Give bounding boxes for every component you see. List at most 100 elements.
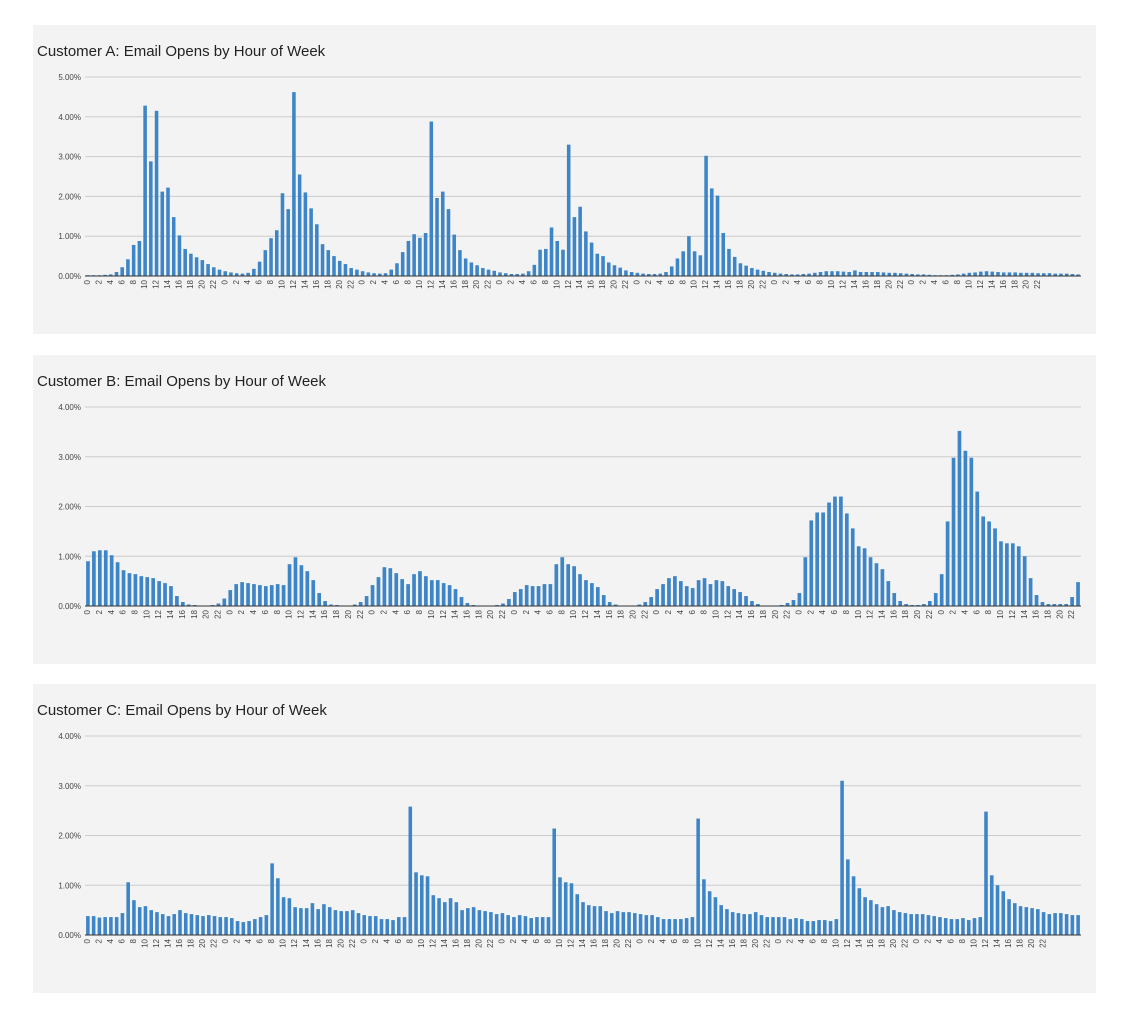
bar bbox=[1001, 891, 1006, 935]
bar bbox=[109, 555, 114, 606]
bar bbox=[339, 911, 343, 935]
bar bbox=[126, 882, 130, 935]
x-tick-label: 10 bbox=[552, 279, 561, 288]
bar bbox=[287, 564, 292, 606]
bar bbox=[858, 272, 863, 276]
bar bbox=[714, 580, 719, 606]
bar bbox=[813, 272, 817, 276]
x-tick-label: 6 bbox=[261, 609, 270, 614]
y-tick-label: 3.00% bbox=[58, 782, 81, 791]
bar bbox=[92, 551, 96, 606]
x-tick-label: 20 bbox=[1027, 938, 1036, 947]
bar bbox=[155, 912, 159, 935]
x-tick-label: 8 bbox=[267, 938, 276, 943]
x-tick-label: 18 bbox=[873, 279, 882, 288]
bar bbox=[316, 909, 320, 935]
bar bbox=[149, 910, 153, 935]
bar bbox=[1007, 272, 1012, 276]
bar bbox=[939, 574, 944, 606]
x-tick-label: 16 bbox=[861, 279, 870, 288]
x-tick-label: 2 bbox=[806, 609, 815, 614]
x-tick-label: 20 bbox=[336, 938, 345, 947]
bar bbox=[435, 580, 440, 606]
bar bbox=[194, 257, 199, 276]
x-tick-label: 14 bbox=[993, 938, 1002, 947]
bar bbox=[805, 921, 810, 935]
x-tick-label: 0 bbox=[498, 938, 507, 943]
bar bbox=[400, 579, 405, 606]
bar bbox=[418, 237, 422, 276]
y-tick-label: 0.00% bbox=[58, 272, 81, 281]
bar bbox=[698, 255, 703, 276]
chart-panel-customer-a: Customer A: Email Opens by Hour of Week … bbox=[33, 25, 1096, 334]
x-tick-label: 18 bbox=[1016, 938, 1025, 947]
x-tick-label: 2 bbox=[781, 279, 790, 284]
bar bbox=[311, 580, 316, 606]
x-tick-label: 12 bbox=[439, 609, 448, 618]
x-tick-label: 12 bbox=[297, 609, 306, 618]
bar bbox=[589, 242, 594, 276]
x-tick-label: 22 bbox=[758, 279, 767, 288]
bar bbox=[581, 902, 585, 935]
x-tick-label: 2 bbox=[94, 279, 103, 284]
bar bbox=[811, 921, 816, 935]
bar bbox=[707, 891, 712, 935]
x-tick-label: 12 bbox=[981, 938, 990, 947]
x-tick-label: 4 bbox=[935, 938, 944, 943]
x-tick-label: 18 bbox=[739, 938, 748, 947]
bar bbox=[114, 272, 119, 276]
x-tick-label: 16 bbox=[175, 279, 184, 288]
bar bbox=[212, 267, 216, 276]
x-tick-label: 18 bbox=[1010, 279, 1019, 288]
x-tick-label: 4 bbox=[391, 609, 400, 614]
x-tick-label: 10 bbox=[964, 279, 973, 288]
chart-title: Customer C: Email Opens by Hour of Week bbox=[37, 702, 327, 719]
x-tick-label: 20 bbox=[335, 279, 344, 288]
bar bbox=[1013, 903, 1017, 935]
bar bbox=[784, 274, 788, 276]
bar bbox=[995, 885, 1000, 935]
bar bbox=[97, 917, 102, 935]
x-tick-label: 12 bbox=[564, 279, 573, 288]
bar bbox=[1030, 908, 1034, 935]
x-tick-label: 14 bbox=[166, 609, 175, 618]
bar bbox=[466, 908, 470, 935]
bar bbox=[270, 863, 274, 935]
bar bbox=[975, 491, 980, 606]
bar bbox=[823, 920, 827, 935]
x-tick-label: 22 bbox=[484, 279, 493, 288]
bar bbox=[595, 587, 600, 606]
x-tick-label: 8 bbox=[816, 279, 825, 284]
x-tick-label: 2 bbox=[232, 279, 241, 284]
x-tick-label: 14 bbox=[593, 609, 602, 618]
x-tick-label: 22 bbox=[783, 609, 792, 618]
bar bbox=[909, 914, 913, 935]
x-tick-label: 14 bbox=[575, 279, 584, 288]
y-tick-label: 2.00% bbox=[58, 503, 81, 512]
bar bbox=[1030, 272, 1035, 276]
x-tick-label: 16 bbox=[320, 609, 329, 618]
x-tick-label: 20 bbox=[474, 938, 483, 947]
bar bbox=[526, 271, 531, 276]
bar bbox=[713, 897, 718, 935]
bar bbox=[465, 603, 470, 606]
bar bbox=[326, 250, 331, 276]
bar bbox=[961, 273, 966, 276]
bar bbox=[503, 273, 508, 276]
bar bbox=[641, 273, 645, 276]
x-tick-label: 0 bbox=[907, 279, 916, 284]
bar bbox=[595, 253, 600, 276]
x-tick-label: 0 bbox=[495, 279, 504, 284]
bar bbox=[904, 604, 908, 606]
bar bbox=[535, 917, 539, 935]
bar bbox=[406, 240, 411, 276]
x-tick-label: 2 bbox=[522, 609, 531, 614]
x-tick-label: 8 bbox=[953, 279, 962, 284]
bar bbox=[521, 273, 525, 276]
bar bbox=[292, 92, 296, 277]
bar bbox=[143, 105, 147, 276]
bar bbox=[656, 917, 660, 935]
bar bbox=[281, 585, 286, 606]
bar bbox=[851, 876, 856, 935]
bar bbox=[736, 913, 741, 935]
